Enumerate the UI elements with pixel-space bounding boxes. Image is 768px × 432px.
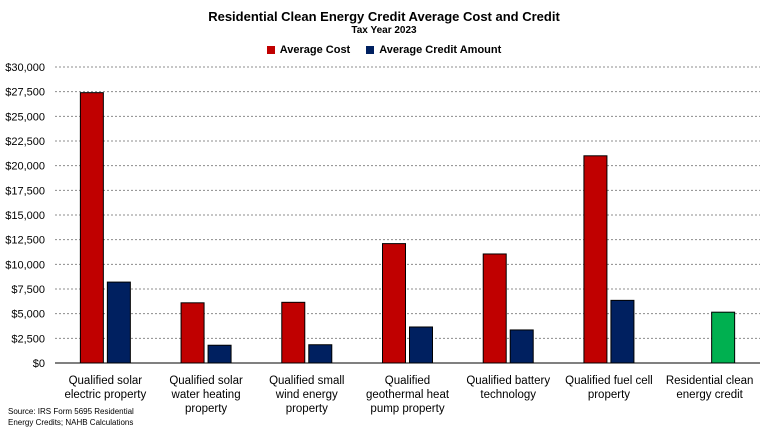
y-tick-label: $12,500	[5, 235, 45, 247]
chart-title: Residential Clean Energy Credit Average …	[208, 9, 560, 24]
x-category-label: Qualified fuel cell property	[565, 375, 653, 401]
y-tick-label: $30,000	[5, 62, 45, 74]
bar-average-cost	[180, 302, 205, 364]
y-tick-label: $5,000	[11, 309, 45, 321]
bar-average-credit	[207, 344, 232, 364]
bar-average-cost	[482, 253, 507, 364]
y-tick-label: $20,000	[5, 161, 45, 173]
y-tick-label: $25,000	[5, 111, 45, 123]
x-category-label: Qualified solar electric property	[64, 375, 146, 401]
bar-average-credit	[509, 329, 534, 364]
legend-item-average-cost: Average Cost	[266, 44, 351, 56]
bar-average-cost	[281, 301, 306, 364]
bar-average-credit	[409, 326, 433, 364]
y-tick-label: $2,500	[11, 333, 45, 345]
bar-average-cost	[583, 155, 608, 364]
x-category-label: Qualified geothermal heat pump property	[366, 375, 450, 415]
y-tick-label: $22,500	[5, 136, 45, 148]
legend-label-average-cost: Average Cost	[279, 44, 351, 56]
legend: Average Cost Average Credit Amount	[0, 44, 768, 56]
chart-subtitle: Tax Year 2023	[351, 25, 417, 36]
x-category-label: Residential clean energy credit	[666, 375, 754, 401]
legend-swatch-average-cost	[266, 46, 275, 54]
y-tick-label: $10,000	[5, 259, 45, 271]
legend-item-average-credit: Average Credit Amount	[366, 44, 501, 56]
x-category-label: Qualified battery technology	[466, 375, 550, 401]
bar-average-cost	[382, 243, 406, 364]
bar-average-credit	[610, 299, 635, 364]
source-note: Source: IRS Form 5695 Residential Energy…	[8, 407, 134, 427]
y-tick-label: $27,500	[5, 87, 45, 99]
legend-swatch-average-credit	[366, 46, 375, 54]
bar-residential-clean-energy-credit	[711, 311, 736, 364]
y-tick-label: $15,000	[5, 210, 45, 222]
y-tick-label: $0	[33, 358, 45, 370]
y-tick-label: $7,500	[11, 284, 45, 296]
y-tick-label: $17,500	[5, 185, 45, 197]
bar-average-cost	[79, 92, 104, 364]
bar-average-credit	[106, 281, 131, 364]
x-category-label: Qualified small wind energy property	[269, 375, 344, 415]
legend-label-average-credit: Average Credit Amount	[379, 44, 502, 56]
bar-average-credit	[308, 344, 333, 364]
x-category-label: Qualified solar water heating property	[169, 375, 243, 415]
